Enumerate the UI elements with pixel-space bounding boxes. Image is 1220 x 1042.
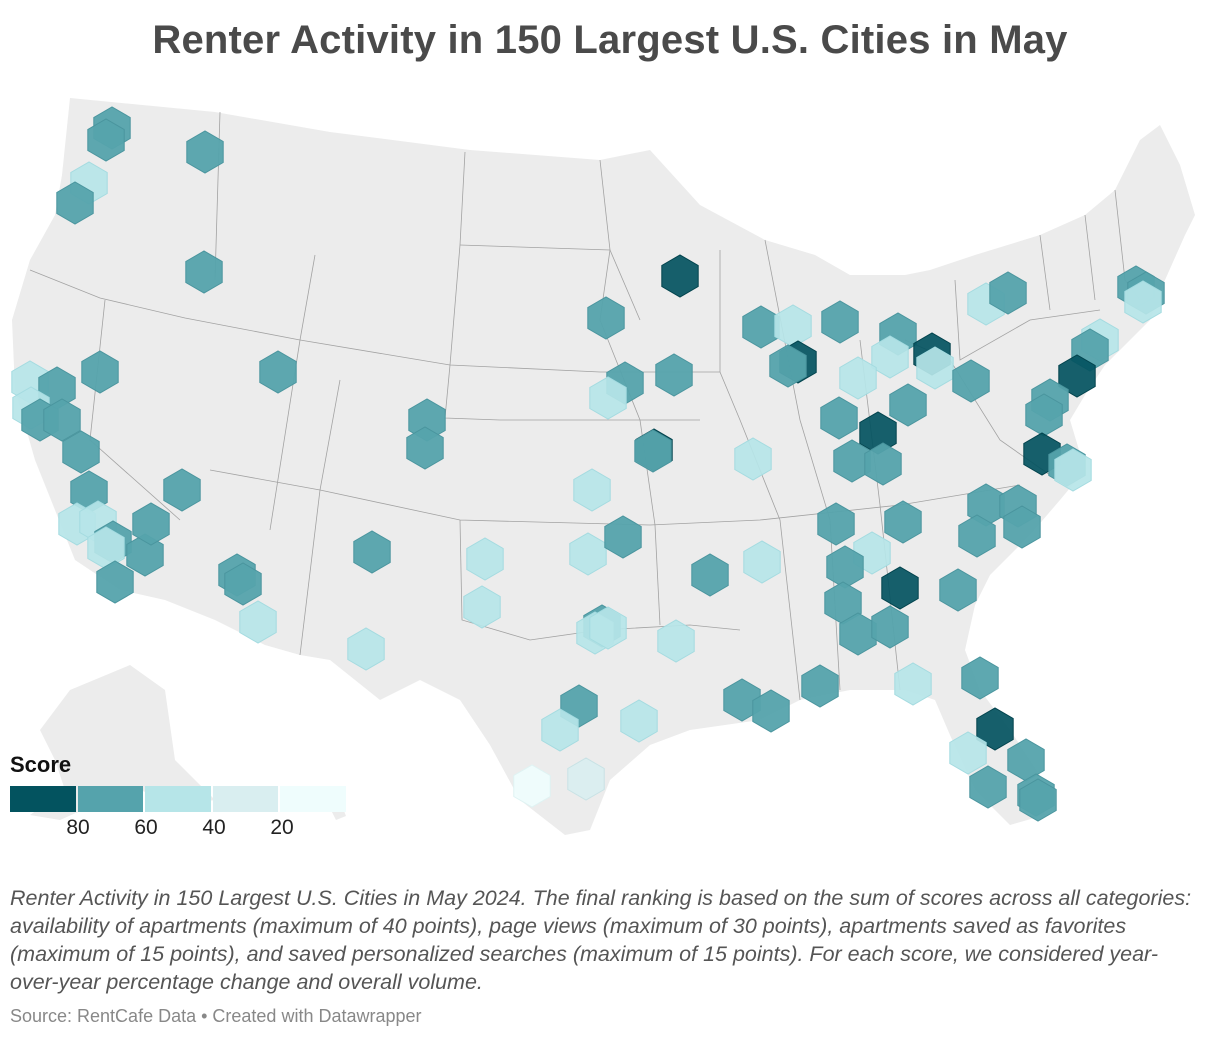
- legend-tick-60: 60: [134, 816, 158, 839]
- city-hexagons: [11, 106, 1165, 822]
- legend-title: Score: [10, 752, 72, 777]
- city-hex-score-40-60-52[interactable]: [1054, 448, 1092, 492]
- city-hex-score-40-60-23[interactable]: [839, 356, 877, 400]
- city-hex-score-60-80-42[interactable]: [889, 383, 927, 427]
- legend-swatch-score-60-80: [77, 786, 144, 812]
- city-hex-score-40-60-88[interactable]: [589, 606, 627, 650]
- legend-tick-80: 80: [66, 816, 90, 839]
- city-hex-score-under-20-106[interactable]: [513, 764, 551, 808]
- state-borders: [29, 111, 1141, 701]
- city-hex-score-80-plus-19[interactable]: [1058, 354, 1096, 398]
- city-hex-score-60-80-33[interactable]: [81, 350, 119, 394]
- legend-swatch-score-20-40: [212, 786, 279, 812]
- city-hex-score-60-80-5[interactable]: [185, 250, 223, 294]
- city-hex-score-60-80-91[interactable]: [723, 678, 761, 722]
- legend-color-bar: [10, 786, 348, 812]
- city-hex-score-40-60-49[interactable]: [734, 437, 772, 481]
- legend-tick-20: 20: [270, 816, 294, 839]
- city-hex-score-20-40-105[interactable]: [567, 757, 605, 801]
- east-border-lines: [764, 239, 1101, 691]
- city-hex-score-40-60-79[interactable]: [239, 600, 277, 644]
- legend-ticks: 80 60 40 20: [10, 812, 350, 842]
- city-hex-score-60-80-54[interactable]: [163, 468, 201, 512]
- city-hex-score-40-60-82[interactable]: [743, 540, 781, 584]
- city-hex-score-60-80-1[interactable]: [87, 118, 125, 162]
- city-hex-score-60-80-39[interactable]: [406, 426, 444, 470]
- city-hex-score-40-60-71[interactable]: [466, 537, 504, 581]
- city-hex-score-60-80-102[interactable]: [969, 765, 1007, 809]
- city-hex-score-80-plus-74[interactable]: [881, 566, 919, 610]
- city-hex-score-60-80-25[interactable]: [769, 344, 807, 388]
- legend-swatch-score-under-20: [280, 786, 346, 812]
- city-hex-score-60-80-93[interactable]: [801, 664, 839, 708]
- city-hex-score-60-80-59[interactable]: [958, 514, 996, 558]
- city-hex-score-40-60-80[interactable]: [463, 585, 501, 629]
- city-hex-score-60-80-43[interactable]: [820, 396, 858, 440]
- land-outlines: [12, 98, 1195, 835]
- city-hex-score-40-60-36[interactable]: [589, 376, 627, 420]
- city-hex-score-60-80-78[interactable]: [96, 560, 134, 604]
- city-hex-score-60-80-26[interactable]: [952, 359, 990, 403]
- city-hex-score-40-60-21[interactable]: [916, 346, 954, 390]
- chart-title: Renter Activity in 150 Largest U.S. Citi…: [152, 18, 1068, 62]
- city-hex-score-60-80-70[interactable]: [604, 515, 642, 559]
- city-hex-score-60-80-7[interactable]: [587, 296, 625, 340]
- city-hex-score-40-60-22[interactable]: [871, 335, 909, 379]
- city-hex-score-60-80-37[interactable]: [655, 353, 693, 397]
- city-hex-score-60-80-34[interactable]: [259, 350, 297, 394]
- legend: Score 80 60 40 20: [10, 752, 350, 842]
- chart-notes: Renter Activity in 150 Largest U.S. Citi…: [10, 886, 1192, 994]
- city-hex-score-40-60-89[interactable]: [657, 619, 695, 663]
- us-map: [11, 98, 1195, 835]
- city-hex-score-40-60-90[interactable]: [347, 627, 385, 671]
- city-hex-score-60-80-66[interactable]: [126, 533, 164, 577]
- city-hex-score-40-60-55[interactable]: [573, 468, 611, 512]
- legend-tick-40: 40: [202, 816, 226, 839]
- city-hex-score-60-80-92[interactable]: [752, 689, 790, 733]
- city-hex-score-60-80-61[interactable]: [817, 502, 855, 546]
- city-hex-score-80-plus-6[interactable]: [661, 254, 699, 298]
- legend-swatch-score-80-plus: [10, 786, 76, 812]
- contiguous-us-land: [12, 98, 1195, 835]
- city-hex-score-40-60-100[interactable]: [949, 731, 987, 775]
- city-hex-score-60-80-4[interactable]: [56, 181, 94, 225]
- city-hex-score-40-60-94[interactable]: [894, 662, 932, 706]
- city-hex-score-60-80-60[interactable]: [884, 500, 922, 544]
- city-hex-score-60-80-85[interactable]: [871, 605, 909, 649]
- city-hex-score-40-60-98[interactable]: [620, 699, 658, 743]
- city-hex-score-60-80-104[interactable]: [1019, 778, 1057, 822]
- city-hex-score-60-80-48[interactable]: [634, 429, 672, 473]
- city-hex-score-60-80-10[interactable]: [821, 300, 859, 344]
- city-hex-score-40-60-16[interactable]: [1124, 280, 1162, 324]
- city-hex-score-60-80-32[interactable]: [62, 430, 100, 474]
- city-hex-score-60-80-75[interactable]: [939, 568, 977, 612]
- city-hex-score-40-60-97[interactable]: [541, 708, 579, 752]
- city-hex-score-60-80-68[interactable]: [132, 502, 170, 546]
- city-hex-score-60-80-2[interactable]: [186, 130, 224, 174]
- city-hex-score-80-plus-99[interactable]: [976, 707, 1014, 751]
- city-hex-score-60-80-77[interactable]: [224, 562, 262, 606]
- city-hex-score-60-80-58[interactable]: [1003, 505, 1041, 549]
- city-hex-score-60-80-46[interactable]: [864, 442, 902, 486]
- city-hex-score-60-80-95[interactable]: [961, 656, 999, 700]
- city-hex-score-60-80-72[interactable]: [353, 530, 391, 574]
- city-hex-score-60-80-81[interactable]: [691, 553, 729, 597]
- city-hex-score-60-80-31[interactable]: [43, 398, 81, 442]
- city-hex-score-60-80-13[interactable]: [989, 271, 1027, 315]
- alaska-land: [30, 665, 215, 820]
- legend-swatch-score-40-60: [145, 786, 211, 812]
- chart-source: Source: RentCafe Data • Created with Dat…: [10, 1006, 422, 1026]
